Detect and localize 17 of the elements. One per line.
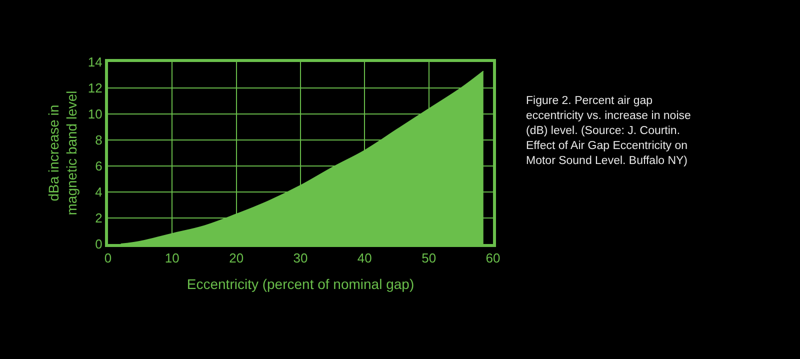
y-axis-title: dBa increase in magnetic band level: [45, 90, 80, 216]
y-tick-label: 2: [95, 210, 102, 226]
x-tick-label: 20: [229, 250, 244, 266]
x-axis-title: Eccentricity (percent of nominal gap): [186, 276, 414, 292]
x-tick-label: 60: [486, 250, 500, 266]
y-tick-label: 6: [95, 158, 102, 174]
y-tick-label: 10: [88, 106, 102, 122]
y-tick-label: 14: [88, 54, 102, 70]
x-tick-label: 50: [422, 250, 436, 266]
caption: Figure 2. Percent air gap eccentricity vs. increase in noise (dB) level. (Source: J. Courtin. Effect of Air Gap Eccentricity on Motor Sound Level. Buffalo NY): [526, 95, 691, 167]
x-tick-label: 10: [164, 250, 180, 266]
x-tick-label: 30: [293, 250, 308, 266]
y-tick-label: 12: [88, 80, 102, 96]
y-tick-label: 8: [95, 132, 102, 148]
y-tick-label: 0: [95, 236, 102, 252]
x-tick-label: 40: [357, 250, 372, 266]
y-tick-label: 4: [95, 184, 102, 200]
